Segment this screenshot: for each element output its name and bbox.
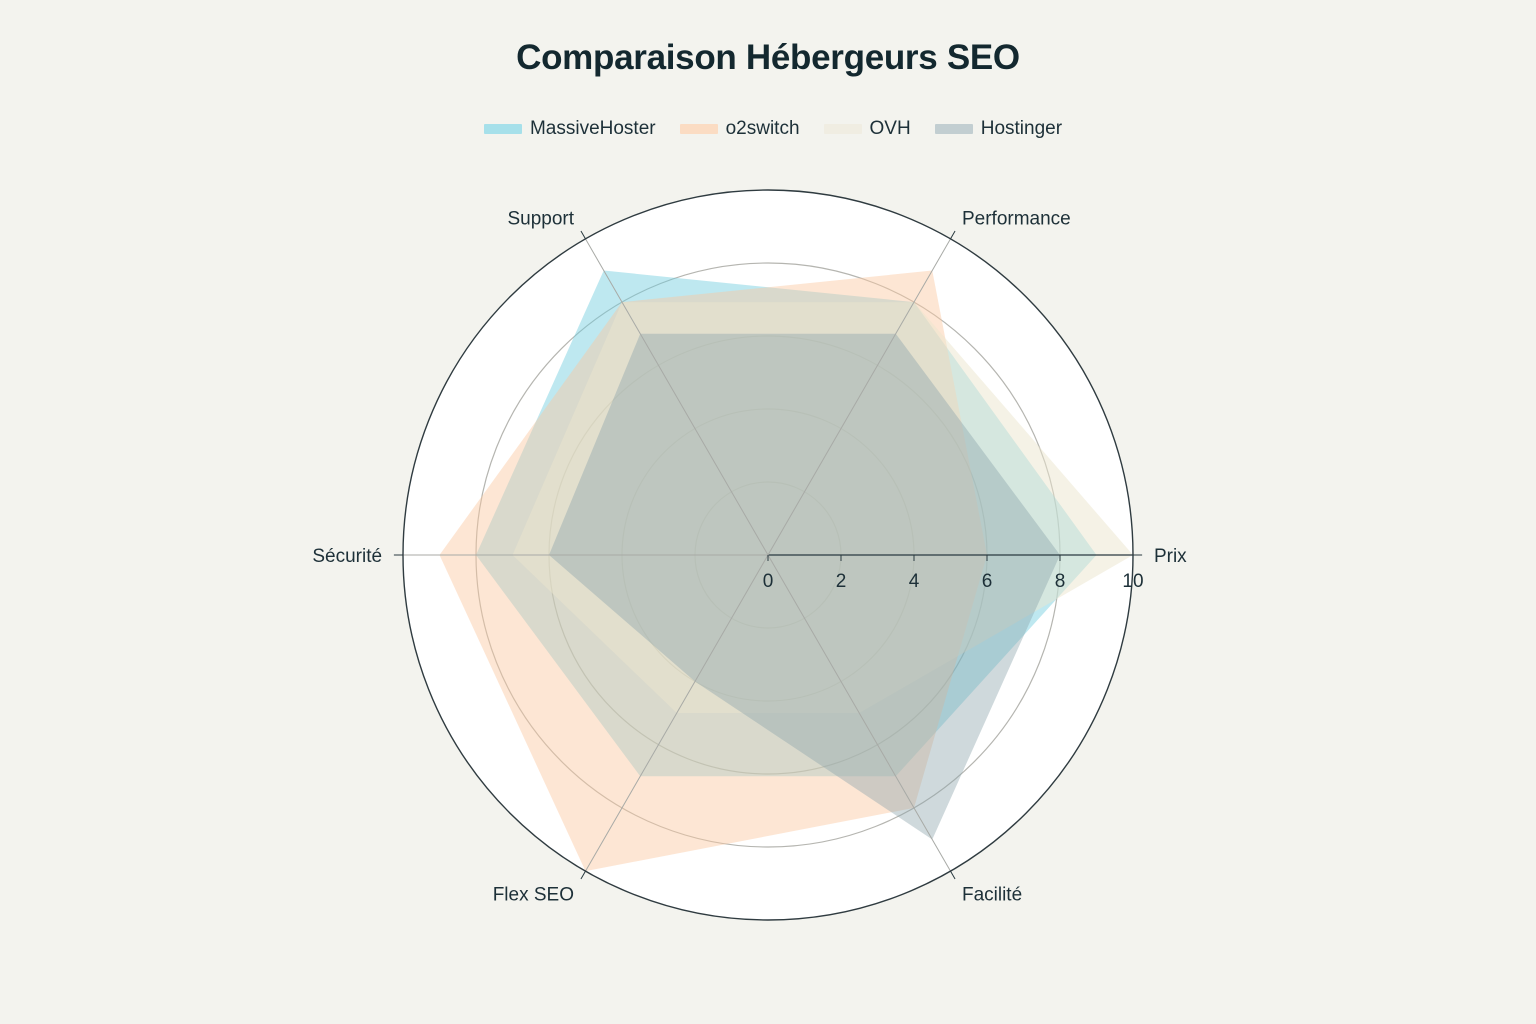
radial-tick-label: 6 — [982, 571, 993, 592]
radial-tick-label: 0 — [763, 571, 774, 592]
axis-tick — [950, 230, 956, 240]
axis-label-performance: Performance — [962, 208, 1071, 229]
legend-swatch-icon — [483, 124, 522, 134]
legend-item-o2switch[interactable]: o2switch — [670, 118, 800, 140]
axis-spoke — [585, 238, 769, 556]
radial-tick-label: 4 — [909, 571, 920, 592]
series-area-hostinger[interactable] — [549, 333, 1060, 840]
legend-swatch-icon — [823, 124, 862, 134]
legend-item-massivehoster[interactable]: MassiveHoster — [474, 118, 656, 140]
legend-item-ovh[interactable]: OVH — [814, 118, 911, 140]
chart-title: Comparaison Hébergeurs SEO — [516, 38, 1020, 77]
radial-tick-label: 10 — [1122, 571, 1143, 592]
legend-label: o2switch — [725, 118, 800, 139]
axis-label-s-curit-: Sécurité — [312, 546, 382, 567]
legend: MassiveHoster o2switch OVH Hostinger — [0, 118, 1536, 140]
axis-spoke — [585, 554, 769, 872]
axis-spoke — [767, 554, 951, 872]
axis-tick — [580, 870, 586, 880]
legend-item-hostinger[interactable]: Hostinger — [925, 118, 1062, 140]
radial-tick-label: 2 — [836, 571, 847, 592]
legend-label: MassiveHoster — [529, 118, 656, 139]
series-area-ovh[interactable] — [512, 302, 1134, 714]
radial-tick-label: 8 — [1055, 571, 1066, 592]
legend-swatch-icon — [679, 124, 718, 134]
axis-label-support: Support — [507, 208, 574, 229]
legend-swatch-icon — [934, 124, 973, 134]
legend-label: OVH — [869, 118, 911, 139]
axis-label-prix: Prix — [1154, 546, 1187, 567]
axis-spoke — [767, 238, 951, 556]
legend-label: Hostinger — [980, 118, 1063, 139]
axis-tick — [580, 230, 586, 240]
axis-label-facilit-: Facilité — [962, 885, 1022, 906]
axis-tick — [950, 870, 956, 880]
axis-label-flex-seo: Flex SEO — [493, 885, 574, 906]
